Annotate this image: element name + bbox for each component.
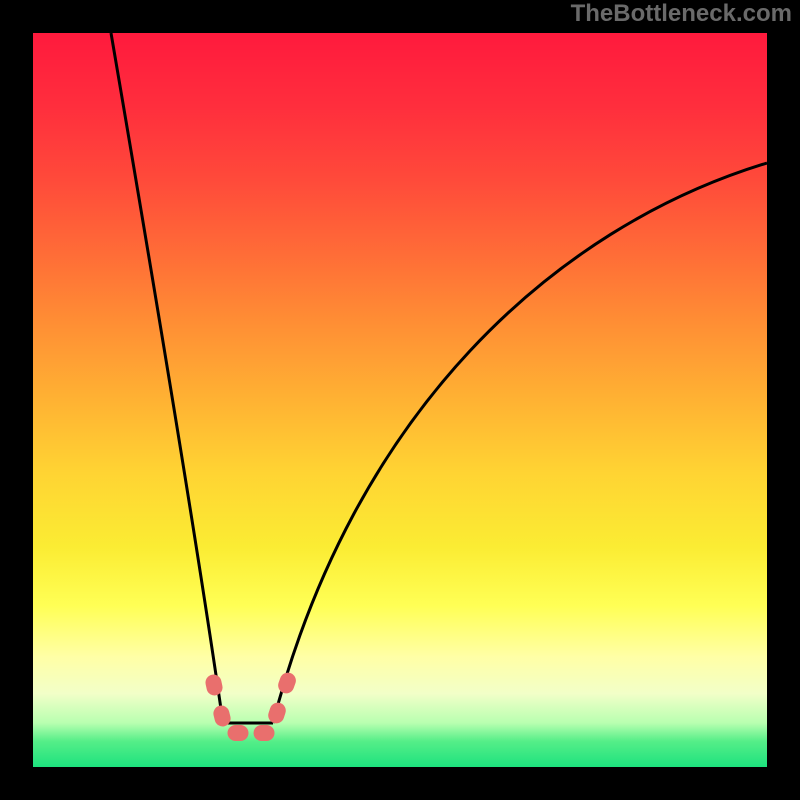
watermark-label: TheBottleneck.com bbox=[571, 0, 792, 28]
bottleneck-curve bbox=[33, 33, 767, 767]
plot-area bbox=[33, 33, 767, 767]
curve-markers bbox=[204, 670, 298, 741]
marker-left-upper bbox=[204, 673, 224, 697]
marker-trough-2 bbox=[254, 725, 275, 741]
marker-right-upper bbox=[276, 670, 298, 695]
marker-trough-1 bbox=[228, 725, 249, 741]
curve-left-branch bbox=[111, 33, 223, 723]
curve-right-branch bbox=[273, 163, 767, 723]
chart-frame: TheBottleneck.com bbox=[0, 0, 800, 800]
